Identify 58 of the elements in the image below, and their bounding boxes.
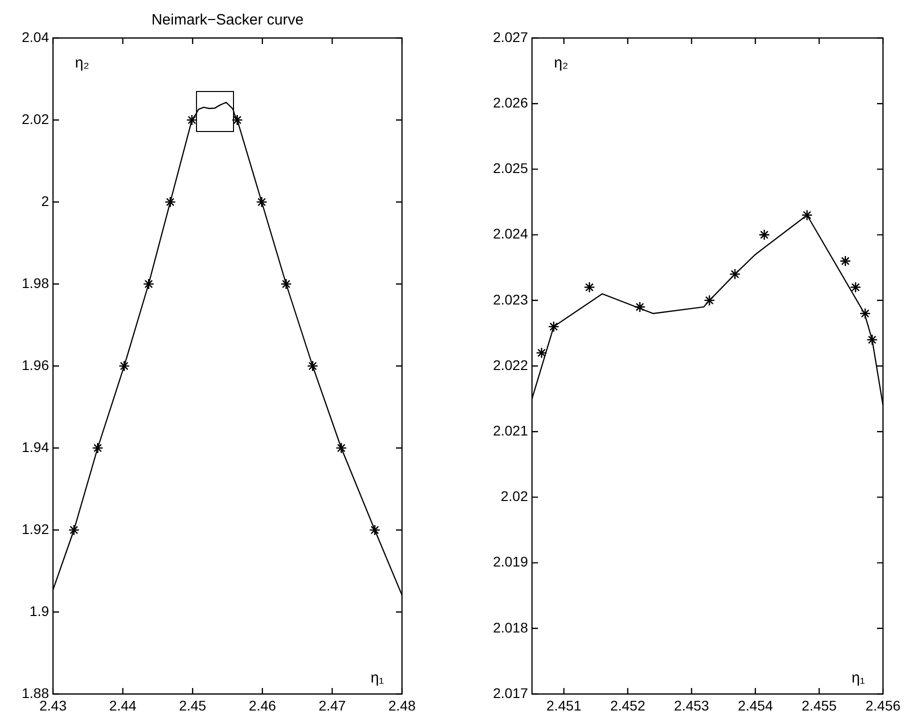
x-axis-title: η₁ <box>370 670 384 687</box>
y-axis-title: η₂ <box>554 54 568 72</box>
x-tick-label: 2.454 <box>738 697 774 714</box>
y-tick-label: 2.02 <box>22 110 50 127</box>
y-tick-label: 1.98 <box>22 274 50 291</box>
y-tick-label: 2.023 <box>492 291 528 308</box>
point <box>704 294 716 306</box>
y-tick-label: 2.024 <box>492 226 528 242</box>
point <box>859 308 871 320</box>
x-tick-label: 2.47 <box>318 697 346 714</box>
y-tick-label: 2.022 <box>492 356 528 373</box>
point <box>142 278 154 290</box>
y-tick-label: 2.02 <box>500 488 528 504</box>
point <box>307 360 318 372</box>
x-tick-label: 2.451 <box>546 697 582 714</box>
point <box>850 282 862 293</box>
y-tick-label: 2 <box>41 192 50 209</box>
x-tick-label: 2.455 <box>802 697 837 714</box>
y-tick-label: 2.021 <box>492 422 528 438</box>
point <box>634 301 646 313</box>
point <box>92 442 104 454</box>
y-tick-label: 1.9 <box>30 602 50 619</box>
point <box>840 255 851 267</box>
point <box>866 334 878 346</box>
y-tick-label: 1.92 <box>22 520 50 537</box>
y-tick-label: 2.017 <box>492 684 528 701</box>
y-tick-label: 2.025 <box>492 160 528 176</box>
x-tick-label: 2.44 <box>109 697 137 714</box>
x-tick-label: 2.46 <box>248 697 276 714</box>
point <box>758 229 770 240</box>
y-tick-label: 1.94 <box>22 438 50 455</box>
y-axis-title: η₂ <box>75 54 90 72</box>
point <box>68 524 80 536</box>
point <box>801 209 813 221</box>
y-tick-label: 2.026 <box>492 94 528 110</box>
x-tick-label: 2.456 <box>865 697 901 714</box>
x-axis-title: η₁ <box>852 670 865 687</box>
point <box>584 282 596 293</box>
x-tick-label: 2.452 <box>610 697 646 714</box>
point <box>729 268 741 280</box>
x-tick-label: 2.48 <box>388 697 416 714</box>
point <box>256 196 268 208</box>
point <box>336 442 347 454</box>
point <box>164 196 176 208</box>
y-tick-label: 2.027 <box>492 28 528 45</box>
y-tick-label: 2.018 <box>492 619 528 636</box>
point <box>280 278 292 290</box>
point <box>232 114 243 126</box>
point <box>536 347 548 359</box>
y-tick-label: 2.019 <box>492 554 528 570</box>
x-tick-label: 2.45 <box>178 697 206 714</box>
x-tick-label: 2.453 <box>674 697 710 714</box>
point <box>369 524 380 536</box>
chart-title: Neimark−Sacker curve <box>151 12 304 29</box>
y-tick-label: 1.96 <box>22 356 50 373</box>
y-tick-label: 2.04 <box>22 28 50 45</box>
point <box>118 360 130 372</box>
point <box>548 320 560 332</box>
